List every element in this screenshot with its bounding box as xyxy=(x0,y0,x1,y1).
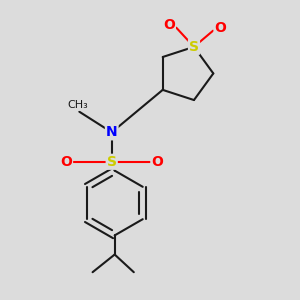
Text: S: S xyxy=(107,155,117,169)
Text: O: O xyxy=(60,155,72,169)
Text: O: O xyxy=(214,21,226,35)
Text: O: O xyxy=(163,18,175,32)
Text: N: N xyxy=(106,125,118,139)
Text: S: S xyxy=(189,40,199,54)
Text: O: O xyxy=(152,155,163,169)
Text: CH₃: CH₃ xyxy=(68,100,88,110)
